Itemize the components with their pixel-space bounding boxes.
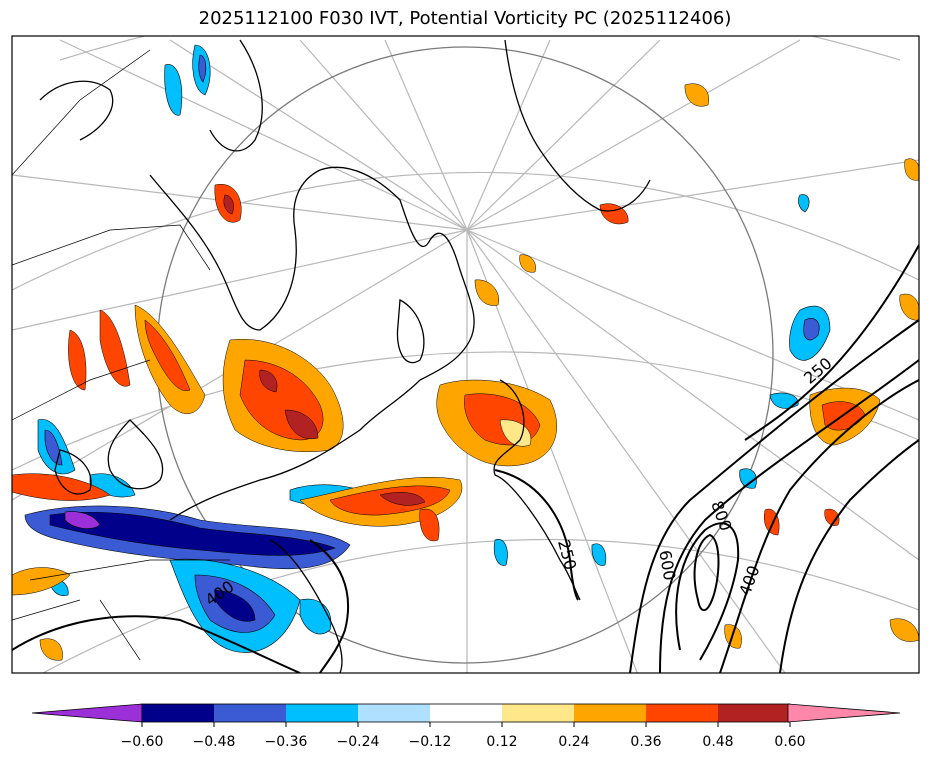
colorbar-segment <box>142 704 214 722</box>
colorbar-outline <box>141 703 791 723</box>
colorbar-tick-label: −0.48 <box>193 734 236 750</box>
colorbar-segment <box>286 704 358 722</box>
colorbar-tick-label: 0.12 <box>486 734 517 750</box>
colorbar-tick-label: −0.36 <box>265 734 308 750</box>
colorbar-tick-label: 0.36 <box>630 734 661 750</box>
colorbar-segment <box>718 704 790 722</box>
political-boundaries <box>12 49 230 661</box>
colorbar-extend-low <box>31 703 143 723</box>
colorbar-segment <box>574 704 646 722</box>
map-title: 2025112100 F030 IVT, Potential Vorticity… <box>198 8 732 29</box>
colorbar-extend-high <box>787 703 901 723</box>
colorbar-tick-label: −0.12 <box>409 734 452 750</box>
colorbar-tick-label: −0.24 <box>337 734 380 750</box>
colorbar-tick-label: 0.48 <box>702 734 733 750</box>
colorbar-tick-label: −0.60 <box>121 734 164 750</box>
colorbar-segment <box>214 704 286 722</box>
colorbar-tick-label: 0.24 <box>558 734 589 750</box>
colorbar-tick-label: 0.60 <box>774 734 805 750</box>
positive-pv-shading <box>12 83 919 661</box>
ivt-contours <box>12 244 919 673</box>
colorbar-segment <box>502 704 574 722</box>
map-frame <box>11 35 920 674</box>
map-panel[interactable]: 250 250 400 400 600 800 <box>0 0 930 680</box>
colorbar-segment <box>358 704 430 722</box>
colorbar-segments <box>141 703 791 723</box>
colorbar-segment <box>646 704 718 722</box>
colorbar-ticks: −0.60 −0.48 −0.36 −0.24 −0.12 0.12 0.24 0.36 0.4… <box>121 722 806 750</box>
coastlines <box>39 39 651 673</box>
colorbar-segment <box>430 704 502 722</box>
